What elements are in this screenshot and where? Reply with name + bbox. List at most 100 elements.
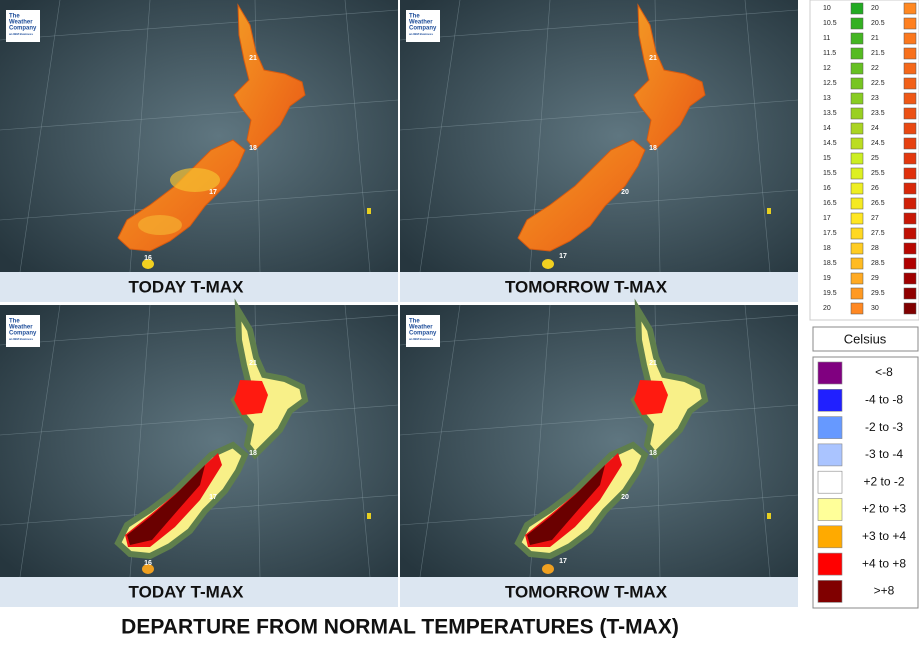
city-temperature: 21	[249, 360, 257, 367]
departure-label: +4 to +8	[862, 556, 906, 570]
small-island	[767, 513, 771, 519]
scale-swatch	[850, 32, 864, 45]
scale-label: 17	[823, 215, 831, 222]
scale-label: 22	[871, 65, 879, 72]
departure-swatch	[817, 580, 843, 603]
island	[142, 259, 154, 269]
departure-swatch	[817, 470, 843, 494]
scale-swatch	[850, 77, 864, 90]
island	[542, 259, 554, 269]
scale-label: 28	[871, 245, 879, 252]
scale-swatch	[850, 272, 864, 285]
city-temperature: 17	[559, 253, 567, 260]
scale-label: 14.5	[823, 140, 837, 147]
logo-box	[406, 315, 440, 347]
logo-text: an IBM Business	[409, 32, 433, 36]
graticule	[344, 0, 371, 273]
departure-area	[634, 380, 668, 415]
scale-label: 26.5	[871, 200, 885, 207]
departure-label: +3 to +4	[862, 529, 906, 543]
caption-bar	[0, 272, 398, 302]
scale-label: 15	[823, 155, 831, 162]
panel-title: TODAY T-MAX	[129, 277, 245, 296]
logo-text: The	[409, 319, 420, 325]
map-background	[400, 305, 798, 577]
graticule	[0, 99, 399, 131]
logo-box	[406, 10, 440, 42]
scale-swatch	[903, 62, 917, 75]
city-temperature: 16	[144, 560, 152, 567]
scale-swatch	[903, 77, 917, 90]
island	[517, 139, 646, 252]
island	[233, 3, 306, 151]
scale-swatch	[903, 152, 917, 165]
scale-swatch	[850, 167, 864, 180]
logo-text: The	[409, 14, 420, 20]
scale-label: 19.5	[823, 290, 837, 297]
island	[542, 564, 554, 574]
scale-swatch	[903, 107, 917, 120]
scale-swatch	[903, 122, 917, 135]
graticule	[744, 304, 771, 578]
departure-label: >+8	[874, 584, 895, 598]
logo-text: Company	[409, 26, 437, 32]
departure-area	[127, 465, 205, 545]
graticule	[0, 9, 399, 41]
scale-label: 29	[871, 275, 879, 282]
departure-label: +2 to -2	[863, 474, 904, 488]
graticule	[0, 314, 399, 346]
scale-swatch	[850, 17, 864, 30]
scale-label: 11	[823, 35, 830, 42]
small-island	[367, 208, 371, 214]
footer-title: DEPARTURE FROM NORMAL TEMPERATURES (T-MA…	[121, 616, 679, 639]
departure-label: -3 to -4	[865, 447, 903, 461]
logo-box	[6, 315, 40, 347]
departure-swatch	[817, 552, 843, 576]
scale-label: 12.5	[823, 80, 837, 87]
scale-swatch	[903, 167, 917, 180]
graticule	[419, 0, 461, 273]
scale-swatch	[903, 17, 917, 30]
city-temperature: 20	[621, 494, 629, 501]
departure-swatch	[817, 361, 843, 385]
scale-swatch	[903, 257, 917, 270]
scale-swatch	[850, 47, 864, 60]
logo-text: an IBM Business	[409, 337, 433, 341]
scale-label: 27	[871, 215, 879, 222]
map-background	[0, 0, 398, 272]
graticule	[399, 99, 799, 131]
logo-text: Weather	[409, 20, 433, 26]
scale-swatch	[903, 2, 917, 15]
scale-swatch	[903, 197, 917, 210]
graticule	[744, 0, 771, 273]
panel-title: TOMORROW T-MAX	[505, 582, 668, 601]
logo-box	[6, 10, 40, 42]
scale-label: 24	[871, 125, 879, 132]
logo-text: an IBM Business	[9, 32, 33, 36]
scale-swatch	[903, 182, 917, 195]
scale-swatch	[850, 2, 864, 15]
logo-text: Company	[9, 331, 37, 337]
scale-label: 10	[823, 5, 831, 12]
scale-label: 21.5	[871, 50, 885, 57]
scale-label: 14	[823, 125, 831, 132]
scale-swatch	[903, 92, 917, 105]
scale-label: 16	[823, 185, 831, 192]
scale-label: 25	[871, 155, 879, 162]
warm-area	[138, 215, 182, 235]
scale-swatch	[903, 212, 917, 225]
scale-label: 12	[823, 65, 831, 72]
scale-label: 18.5	[823, 260, 837, 267]
scale-label: 29.5	[871, 290, 885, 297]
city-temperature: 17	[559, 558, 567, 565]
logo-text: Weather	[9, 325, 33, 331]
departure-swatch	[817, 388, 843, 412]
graticule	[0, 404, 399, 436]
scale-swatch	[850, 197, 864, 210]
logo-text: Company	[9, 26, 37, 32]
departure-swatch	[817, 416, 843, 439]
unit-box	[812, 326, 919, 352]
scale-swatch	[903, 137, 917, 150]
scale-box	[809, 0, 919, 321]
scale-label: 24.5	[871, 140, 885, 147]
